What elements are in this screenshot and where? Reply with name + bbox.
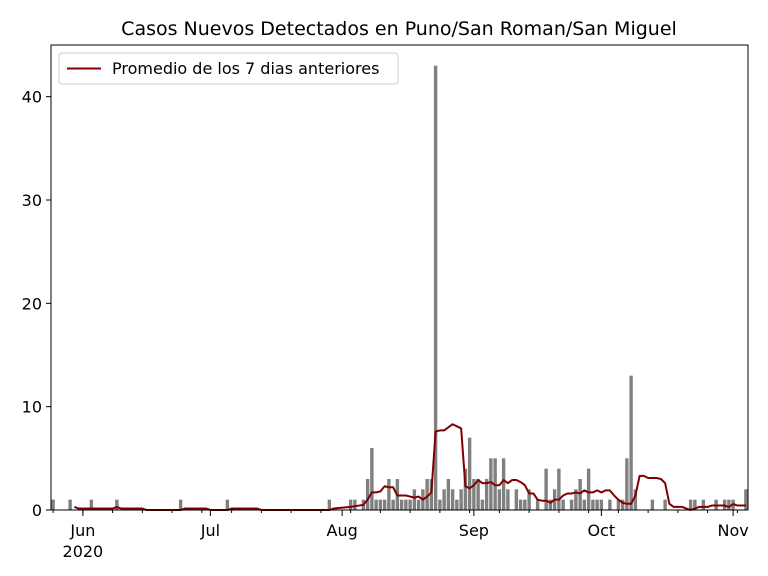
bar (365, 479, 370, 510)
bar (688, 499, 693, 510)
bar (446, 479, 451, 510)
bar (497, 489, 502, 510)
x-tick-label: Oct (588, 521, 616, 540)
bar (476, 479, 480, 510)
bar (591, 499, 595, 510)
bar (416, 499, 421, 510)
bar (744, 489, 748, 510)
bar (578, 479, 582, 510)
line-series (74, 423, 746, 511)
bar (633, 489, 638, 510)
bar (225, 499, 230, 510)
bar (616, 499, 621, 510)
bar (523, 499, 527, 510)
bar (455, 499, 459, 510)
bar (327, 499, 332, 510)
y-tick-label: 40 (22, 88, 42, 107)
bar (399, 499, 404, 510)
bar (412, 489, 417, 510)
bar (629, 375, 633, 510)
bar (178, 499, 183, 510)
y-tick-label: 30 (22, 191, 42, 210)
bar (425, 479, 429, 510)
bar (370, 448, 374, 510)
bar (527, 489, 531, 510)
bar (548, 499, 553, 510)
x-tick-label: Nov (718, 521, 749, 540)
plot-frame (50, 44, 749, 511)
bar (535, 499, 540, 510)
bar (620, 499, 625, 510)
bar (514, 489, 519, 510)
y-tick-label: 10 (22, 398, 42, 417)
bar (501, 458, 506, 510)
bar (115, 499, 119, 510)
legend: Promedio de los 7 dias anteriores (58, 52, 399, 85)
y-tick-label: 0 (32, 501, 42, 520)
average-line (74, 423, 746, 511)
bar (459, 489, 463, 510)
bar (480, 499, 485, 510)
bar (484, 479, 489, 510)
bar (382, 499, 387, 510)
bar (68, 499, 72, 510)
x-axis: Jun 2020 Jul Aug Sep Oct Nov (52, 510, 749, 561)
bar (442, 489, 446, 510)
bar (557, 468, 561, 510)
bar (404, 499, 408, 510)
x-tick-label: Jun (69, 521, 95, 540)
bar (506, 489, 510, 510)
x-tick-label: Jul (200, 521, 220, 540)
x-tick-label: Sep (459, 521, 489, 540)
bar (595, 499, 599, 510)
bar (433, 65, 438, 511)
bar (561, 499, 565, 510)
bar (387, 479, 391, 510)
y-axis: 0 10 20 30 40 (22, 88, 51, 520)
x-tick-label: Aug (327, 521, 358, 540)
bar (693, 499, 697, 510)
bar (599, 499, 604, 510)
bar (582, 499, 587, 510)
bar (663, 499, 667, 510)
bar (489, 458, 493, 510)
legend-label: Promedio de los 7 dias anteriores (112, 59, 379, 78)
bar (586, 468, 591, 510)
bar (408, 499, 412, 510)
y-tick-label: 20 (22, 294, 42, 313)
bar (348, 499, 353, 510)
bar (544, 468, 548, 510)
bar (625, 458, 629, 510)
bar (374, 499, 378, 510)
bar (378, 499, 383, 510)
bar (438, 499, 442, 510)
bar (51, 499, 55, 510)
bar (569, 499, 574, 510)
bar (727, 499, 731, 510)
x-tick-year-label: 2020 (63, 542, 104, 561)
legend-box (58, 52, 399, 85)
bar (429, 479, 434, 510)
bar (701, 499, 706, 510)
bar (391, 499, 395, 510)
bar (89, 499, 94, 510)
bar (467, 437, 472, 510)
chart-title: Casos Nuevos Detectados en Puno/San Roma… (121, 18, 677, 40)
bar (574, 489, 578, 510)
bar (353, 499, 357, 510)
bar (518, 499, 523, 510)
bar (463, 468, 468, 510)
bar (650, 499, 655, 510)
bar (608, 499, 612, 510)
bar (472, 479, 476, 510)
bar (450, 489, 455, 510)
